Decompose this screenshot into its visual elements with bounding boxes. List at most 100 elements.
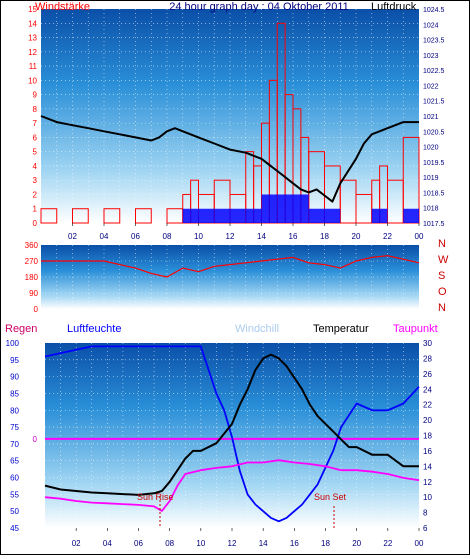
x-tick-label: 16 — [290, 539, 299, 548]
humidity-tick-label: 50 — [10, 507, 19, 516]
wind-tick-label: 10 — [28, 76, 37, 85]
temperature-tick-label: 12 — [423, 478, 432, 487]
temperature-tick-label: 30 — [423, 339, 432, 348]
panel2-series — [41, 255, 420, 278]
pressure-tick-label: 1019.5 — [423, 160, 445, 167]
temperature-tick-label: 14 — [423, 462, 432, 471]
wind-tick-label: 1 — [33, 205, 38, 214]
x-tick-label: 20 — [352, 232, 361, 241]
humidity-tick-label: 60 — [10, 474, 19, 483]
x-tick-label: 18 — [321, 539, 330, 548]
direction-tick-label: 90 — [29, 289, 38, 298]
direction-tick-label: 270 — [25, 257, 39, 266]
sunset-label: Sun Set — [314, 492, 347, 502]
wind-avg-bar — [182, 208, 199, 223]
wind-avg-bar — [261, 194, 278, 223]
wind-avg-bar — [371, 208, 388, 223]
sunrise-label: Sun Rise — [137, 492, 174, 502]
temperature-tick-label: 20 — [423, 416, 432, 425]
direction-tick-label: 180 — [25, 273, 39, 282]
wind-tick-label: 4 — [33, 162, 38, 171]
wind-max-bar — [40, 208, 58, 224]
wind-tick-label: 14 — [28, 19, 37, 28]
wind-avg-bar — [308, 208, 325, 223]
pressure-tick-label: 1021.5 — [423, 99, 445, 106]
legend-luftfeuchte: Luftfeuchte — [67, 323, 121, 335]
panel3-grid — [45, 343, 419, 528]
wind-tick-label: 9 — [33, 91, 38, 100]
x-tick-label: 04 — [100, 232, 109, 241]
temperature-tick-label: 6 — [423, 524, 428, 533]
humidity-tick-label: 70 — [10, 440, 19, 449]
humidity-tick-label: 65 — [10, 457, 19, 466]
x-tick-label: 08 — [163, 232, 172, 241]
temperature-tick-label: 26 — [423, 370, 432, 379]
temperature-tick-label: 10 — [423, 493, 432, 502]
rain-tick-label: 0 — [33, 435, 38, 444]
pressure-tick-label: 1023 — [423, 53, 439, 60]
wind-tick-label: 15 — [28, 5, 37, 14]
wind-average-bars — [182, 194, 419, 223]
wind-tick-label: 7 — [33, 119, 38, 128]
temperature-tick-label: 16 — [423, 447, 432, 456]
humidity-tick-label: 90 — [10, 373, 19, 382]
x-tick-label: 20 — [352, 539, 361, 548]
x-tick-label: 06 — [134, 539, 143, 548]
temperature-tick-label: 22 — [423, 401, 432, 410]
wind-avg-bar — [277, 194, 293, 223]
temperature-tick-label: 18 — [423, 432, 432, 441]
wind-tick-label: 11 — [29, 62, 38, 71]
wind-avg-bar — [403, 208, 419, 223]
pressure-tick-label: 1020 — [423, 145, 439, 152]
wind-avg-bar — [230, 208, 246, 223]
compass-label: N — [438, 302, 446, 314]
compass-label: O — [438, 286, 447, 298]
direction-tick-label: 0 — [34, 305, 39, 314]
humidity-tick-label: 80 — [10, 406, 19, 415]
pressure-tick-label: 1018.5 — [423, 190, 445, 197]
direction-tick-label: 360 — [25, 241, 39, 250]
wind-tick-label: 3 — [33, 176, 38, 185]
x-tick-label: 16 — [289, 232, 298, 241]
wind-tick-label: 13 — [28, 34, 37, 43]
x-tick-label: 00 — [415, 539, 424, 548]
pressure-tick-label: 1019 — [423, 175, 439, 182]
pressure-tick-label: 1021 — [423, 114, 439, 121]
humidity-tick-label: 45 — [10, 524, 19, 533]
x-tick-label: 00 — [415, 232, 424, 241]
pressure-tick-label: 1024 — [423, 22, 439, 29]
temperature-line — [44, 353, 419, 496]
wind-max-bar — [103, 208, 121, 224]
x-tick-label: 08 — [165, 539, 174, 548]
wind-avg-bar — [324, 208, 341, 223]
wind-tick-label: 5 — [33, 148, 38, 157]
x-tick-label: 14 — [259, 539, 268, 548]
humidity-tick-label: 85 — [10, 389, 19, 398]
wind-max-bar — [135, 208, 152, 224]
humidity-line — [44, 345, 420, 523]
pressure-line — [40, 115, 419, 203]
x-tick-label: 02 — [68, 232, 77, 241]
wind-tick-label: 2 — [33, 190, 38, 199]
humidity-tick-label: 75 — [10, 423, 19, 432]
wind-max-bar — [72, 208, 89, 224]
wind-direction-line — [41, 255, 420, 278]
panel2-grid — [41, 245, 419, 309]
wind-tick-label: 6 — [33, 133, 38, 142]
panel1-series — [40, 115, 419, 203]
legend-taupunkt: Taupunkt — [393, 323, 438, 335]
wind-tick-label: 0 — [33, 219, 38, 228]
wind-avg-bar — [245, 208, 262, 223]
x-tick-label: 14 — [257, 232, 266, 241]
x-tick-label: 06 — [131, 232, 140, 241]
wind-tick-label: 8 — [33, 105, 38, 114]
panel3-series — [44, 345, 420, 523]
wind-avg-bar — [198, 208, 215, 223]
wind-avg-bar — [214, 208, 230, 223]
pressure-tick-label: 1020.5 — [423, 129, 445, 136]
humidity-tick-label: 95 — [10, 356, 19, 365]
x-tick-label: 22 — [383, 539, 392, 548]
x-tick-label: 18 — [320, 232, 329, 241]
